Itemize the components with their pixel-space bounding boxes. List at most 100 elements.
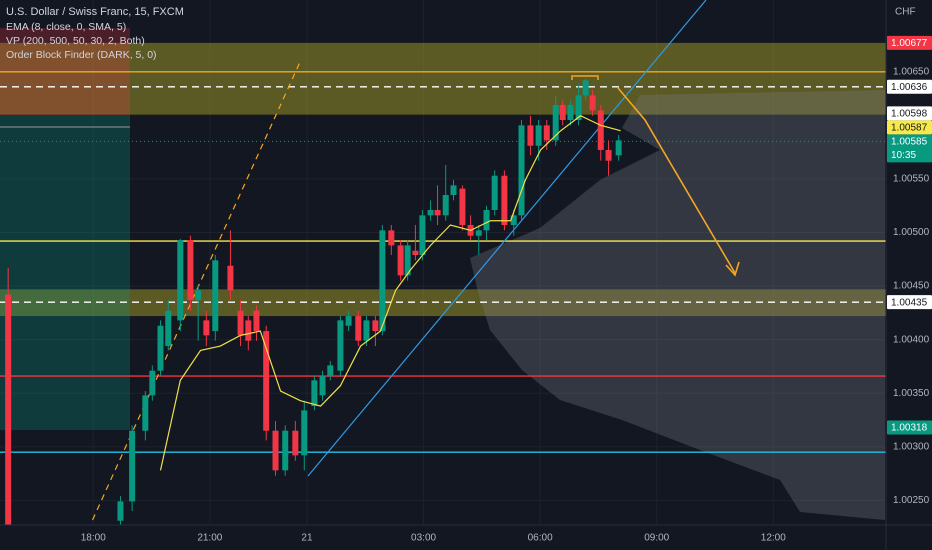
price-tag [887,106,932,121]
candle-body [177,240,184,321]
ema [159,115,621,471]
price-tag [887,79,932,94]
price-tag [887,134,932,163]
x-tick-label: 06:00 [528,533,553,544]
candle-body [379,230,386,332]
candle-body [195,290,202,300]
candle-body [434,210,441,216]
candle-body [301,410,308,456]
candle-body [345,316,352,326]
candle-body [459,188,466,225]
candle-body [597,110,604,150]
candle-body [263,331,270,431]
levels [0,71,886,453]
candle-body [327,365,334,377]
candle-body [397,245,404,276]
candle-body [311,380,318,407]
axes: 1.00650 1.00550 1.00500 1.00450 1.00400 1.003… [81,66,930,543]
candle-body [419,215,426,255]
candle-body [388,230,395,246]
candle-body [582,80,589,96]
x-tick-label: 21:00 [197,533,222,544]
price-tag-label: 1.00587 [891,123,928,134]
price-tag-label: 1.00677 [891,38,928,49]
candle-body [605,150,612,161]
candle-body [149,370,156,396]
candle-body [319,376,326,396]
x-tick-label: 21 [301,533,313,544]
candle-body [527,125,534,146]
candle-body [253,310,260,332]
candle-body [5,294,12,525]
ema-line [159,115,621,471]
price-tag-label: 1.00318 [891,423,928,434]
candle-body [615,140,622,156]
candle-body [282,430,289,471]
candle-body [337,320,344,371]
candle-body [575,95,582,120]
y-tick-label: 1.00300 [893,441,930,452]
candle-body [363,320,370,341]
candle-body [165,310,172,347]
trend-line-dashed [89,61,301,525]
x-tick-label: 12:00 [761,533,786,544]
candles [5,78,622,525]
price-tags: 1.00318 1.00435 1.00585 10:35 1.00587 1.00598… [887,35,932,435]
candle-body [567,105,574,120]
position-target-box [0,115,130,430]
y-tick-label: 1.00650 [893,66,930,77]
candle-body [237,310,244,336]
candle-body [404,245,411,276]
candle-body [157,325,164,371]
candle-body [559,105,566,120]
x-tick-label: 03:00 [411,533,436,544]
indicator-label: VP (200, 500, 50, 30, 2, Both) [6,35,145,47]
candle-body [117,501,124,521]
arrow-head [725,261,740,277]
x-tick-label: 09:00 [644,533,669,544]
currency-label: CHF [895,7,916,18]
candle-body [372,320,379,332]
candle-body [589,95,596,111]
price-tag-label: 1.00598 [891,109,928,120]
price-tag-label: 1.00636 [891,82,928,93]
x-tick-label: 18:00 [81,533,106,544]
y-tick-label: 1.00500 [893,227,930,238]
candle-body [518,125,525,216]
trend-line [307,0,707,477]
candle-body [491,175,498,210]
candle-body [535,125,542,146]
candle-body [501,175,508,225]
indicator-label: EMA (8, close, 0, SMA, 5) [6,21,126,33]
y-tick-label: 1.00450 [893,281,930,292]
candle-body [510,215,517,225]
candle-body [543,125,550,141]
candle-body [129,430,136,502]
y-tick-label: 1.00250 [893,495,930,506]
price-tag [887,120,932,135]
countdown-label: 10:35 [891,150,916,161]
candle-body [427,210,434,216]
plot-area [0,0,886,525]
candle-body [483,210,490,231]
candle-body [142,395,149,431]
candle-body [203,320,210,336]
candle-body [187,240,194,300]
candle-body [355,316,362,341]
order-block-zone [0,42,886,115]
candle-body [450,185,457,195]
candle-body [292,430,299,456]
highlight-bracket [571,75,599,80]
candle-body [227,265,234,291]
price-tag [887,420,932,435]
symbol-title: U.S. Dollar / Swiss Franc, 15, FXCM [6,6,184,18]
price-tag [887,295,932,310]
y-tick-label: 1.00550 [893,174,930,185]
price-tag [887,35,932,50]
volume-profile [470,90,885,520]
candle-body [272,430,279,471]
candle-body [442,195,449,216]
